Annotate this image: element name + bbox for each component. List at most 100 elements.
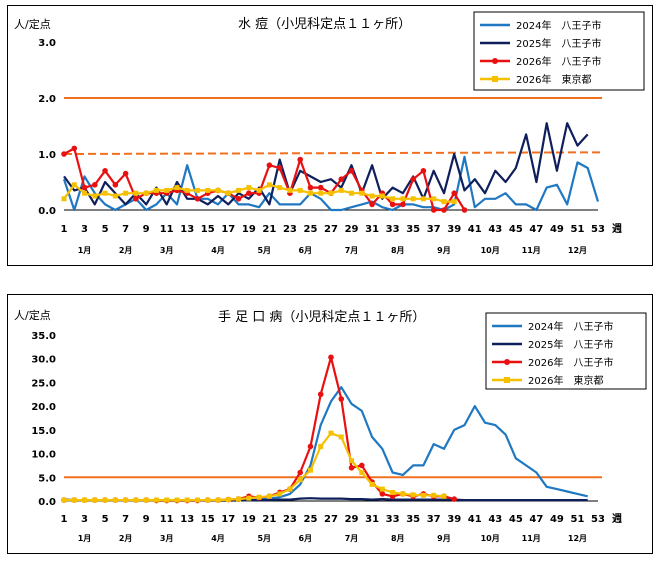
hfmd-month-label: 1月: [78, 534, 92, 543]
hfmd-data-point: [164, 497, 170, 503]
hfmd-data-point: [420, 492, 426, 498]
varicella-data-point: [451, 190, 458, 196]
hfmd-month-label: 2月: [119, 534, 133, 543]
hfmd-data-point: [82, 497, 88, 503]
hfmd-series-4: [61, 430, 447, 503]
varicella-data-point: [194, 196, 201, 202]
varicella-x-tick-label: 13: [180, 224, 194, 235]
varicella-data-point: [81, 184, 88, 191]
hfmd-series-3: [61, 354, 458, 504]
varicella-data-point: [205, 187, 211, 193]
hfmd-data-point: [400, 491, 406, 497]
hfmd-data-point: [317, 391, 324, 398]
varicella-data-point: [82, 190, 88, 196]
varicella-legend: 2024年 八王子市 2025年 八王子市 2026年 八王子市 2026年 東京都: [473, 11, 645, 91]
varicella-series-4: [61, 182, 457, 205]
hfmd-data-point: [348, 465, 355, 471]
varicella-x-tick-label: 17: [221, 224, 235, 235]
varicella-data-point: [61, 151, 67, 157]
varicella-data-point: [225, 190, 231, 196]
hfmd-data-point: [246, 495, 252, 501]
varicella-data-point: [236, 187, 242, 193]
varicella-x-tick-label: 41: [468, 224, 482, 235]
varicella-chart-title: 水 痘（小児科定点１１ヶ所）: [238, 17, 411, 32]
hfmd-x-tick-label: 9: [143, 514, 150, 525]
hfmd-x-tick-label: 25: [304, 514, 318, 525]
hfmd-series-line: [64, 386, 588, 502]
varicella-data-point: [102, 190, 108, 196]
varicella-x-tick-label: 49: [550, 224, 564, 235]
hfmd-data-point: [307, 443, 314, 450]
varicella-month-label: 2月: [119, 246, 133, 255]
hfmd-series-line: [64, 432, 445, 502]
varicella-data-point: [297, 187, 303, 193]
varicella-data-point: [451, 199, 457, 205]
varicella-data-point: [400, 201, 406, 208]
varicella-data-point: [112, 182, 119, 188]
varicella-x-tick-label: 25: [304, 224, 318, 235]
hfmd-y-tick-label: 20.0: [31, 402, 56, 413]
hfmd-data-point: [112, 497, 118, 503]
varicella-x-tick-label: 53: [591, 224, 605, 235]
varicella-series-1: [62, 155, 600, 212]
varicella-x-axis-label: 週: [612, 223, 622, 235]
varicella-month-label: 1月: [78, 246, 92, 255]
hfmd-series-1: [64, 386, 588, 502]
hfmd-month-label: 10月: [481, 534, 500, 543]
hfmd-x-axis-label: 週: [612, 513, 622, 525]
hfmd-data-point: [328, 354, 334, 361]
varicella-data-point: [112, 193, 118, 199]
hfmd-data-point: [307, 467, 313, 473]
varicella-data-point: [123, 190, 129, 196]
varicella-x-tick-label: 47: [529, 224, 543, 235]
varicella-data-point: [276, 165, 283, 171]
hfmd-data-point: [277, 491, 283, 497]
hfmd-data-point: [123, 497, 129, 503]
hfmd-data-point: [410, 492, 416, 498]
hfmd-data-point: [205, 497, 211, 503]
hfmd-data-point: [338, 396, 345, 402]
varicella-data-point: [246, 185, 252, 191]
varicella-data-point: [122, 170, 129, 177]
hfmd-data-point: [61, 497, 67, 503]
varicella-data-point: [133, 190, 139, 196]
hfmd-data-point: [379, 486, 385, 492]
hfmd-legend-entry: 2026年 東京都: [528, 374, 603, 387]
hfmd-x-tick-label: 49: [550, 514, 564, 525]
hfmd-data-point: [195, 497, 200, 503]
varicella-x-tick-label: 11: [160, 224, 174, 235]
hfmd-data-point: [225, 497, 231, 503]
hfmd-y-tick-label: 0.0: [38, 497, 56, 508]
varicella-data-point: [420, 168, 427, 174]
varicella-x-tick-label: 15: [201, 224, 215, 235]
varicella-data-point: [92, 193, 98, 199]
hfmd-x-tick-label: 7: [122, 514, 129, 525]
varicella-x-tick-label: 35: [406, 224, 420, 235]
varicella-data-point: [92, 182, 98, 188]
varicella-data-point: [61, 196, 67, 202]
varicella-data-point: [266, 182, 272, 188]
hfmd-data-point: [318, 443, 324, 449]
hfmd-x-tick-label: 3: [81, 514, 88, 525]
varicella-x-tick-label: 19: [242, 224, 256, 235]
varicella-data-point: [431, 196, 437, 202]
hfmd-x-tick-label: 23: [283, 514, 297, 525]
varicella-data-point: [441, 199, 447, 205]
hfmd-x-tick-label: 27: [324, 514, 338, 525]
hfmd-y-tick-label: 10.0: [31, 450, 56, 461]
varicella-legend-entry: 2024年 八王子市: [516, 19, 601, 32]
varicella-data-point: [277, 185, 283, 191]
varicella-month-label: 8月: [391, 246, 405, 255]
varicella-data-point: [430, 207, 437, 213]
varicella-data-point: [410, 176, 416, 182]
hfmd-legend-entry: 2025年 八王子市: [528, 338, 613, 351]
varicella-x-tick-label: 39: [447, 224, 461, 235]
hfmd-data-point: [328, 430, 334, 436]
hfmd-x-tick-label: 13: [180, 514, 194, 525]
hfmd-data-point: [256, 494, 262, 500]
hfmd-y-axis-label: 人/定点: [14, 308, 51, 322]
hfmd-y-tick-label: 15.0: [31, 426, 56, 437]
hfmd-data-point: [369, 481, 375, 487]
varicella-data-point: [246, 190, 252, 196]
hfmd-x-tick-label: 51: [571, 514, 585, 525]
